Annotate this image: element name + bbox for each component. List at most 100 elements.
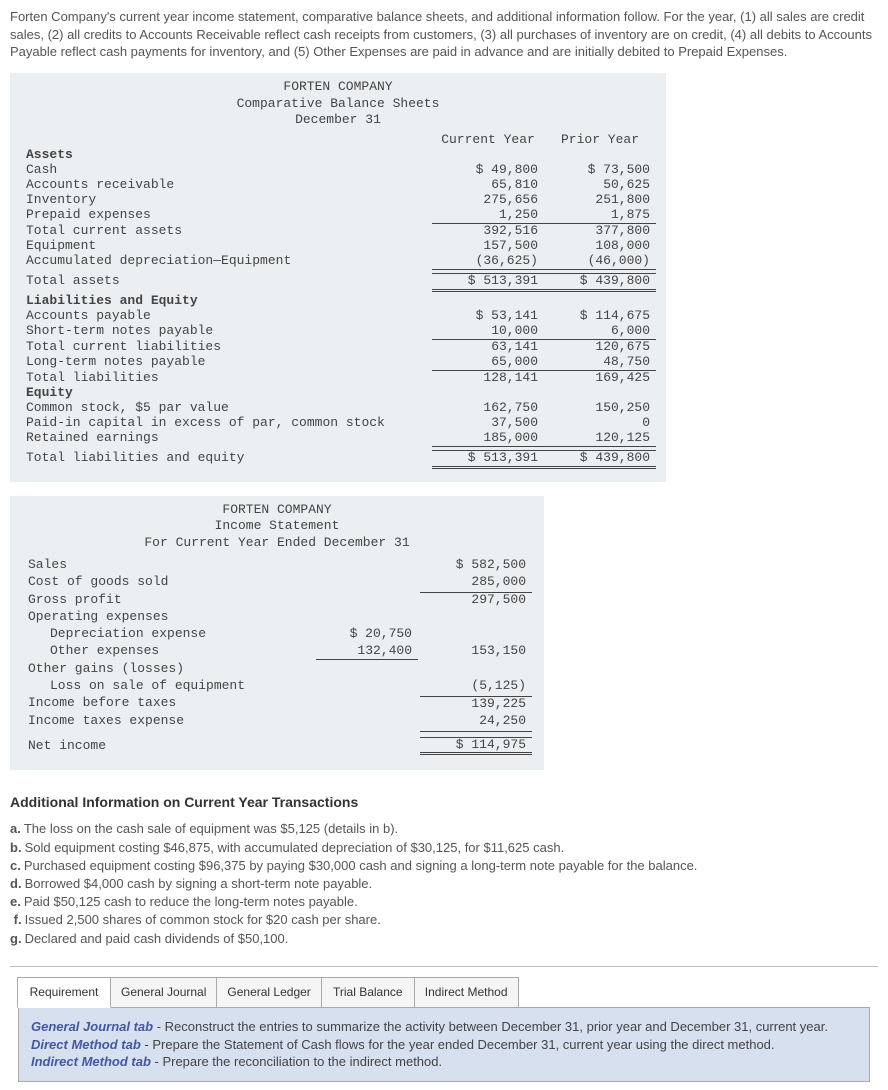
row-label: Loss on sale of equipment <box>22 679 314 694</box>
row-value: 150,250 <box>544 401 656 416</box>
item-text: Sold equipment costing $46,875, with acc… <box>25 840 565 855</box>
equity-header: Equity <box>20 386 432 401</box>
row-label: Paid-in capital in excess of par, common… <box>20 416 432 431</box>
row-value: 169,425 <box>544 370 656 385</box>
assets-header: Assets <box>20 148 432 163</box>
row-label: Total current assets <box>20 223 432 238</box>
tab-trial-balance[interactable]: Trial Balance <box>321 977 415 1008</box>
row-value: 132,400 <box>316 644 418 660</box>
row-value: 120,675 <box>544 340 656 355</box>
tab-general-journal[interactable]: General Journal <box>110 977 217 1008</box>
row-value: 285,000 <box>420 575 532 590</box>
row-label: Cash <box>20 163 432 178</box>
list-item: c.Purchased equipment costing $96,375 by… <box>10 857 878 875</box>
tab-requirement[interactable]: Requirement <box>17 977 111 1008</box>
row-label: Gross profit <box>22 592 314 608</box>
instruction-text: - Prepare the Statement of Cash flows fo… <box>141 1037 775 1052</box>
row-label: Total liabilities <box>20 370 432 385</box>
row-value: $ 73,500 <box>544 163 656 178</box>
row-value: 1,875 <box>544 208 656 223</box>
row-value: $ 439,800 <box>544 273 656 290</box>
row-label: Total current liabilities <box>20 340 432 355</box>
row-value: 128,141 <box>432 370 544 385</box>
row-label: Inventory <box>20 193 432 208</box>
bs-title: Comparative Balance Sheets <box>20 96 656 113</box>
row-label: Prepaid expenses <box>20 208 432 223</box>
row-value: 157,500 <box>432 239 544 254</box>
item-label: g. <box>10 931 25 946</box>
is-company: FORTEN COMPANY <box>20 502 534 519</box>
item-label: a. <box>10 821 24 836</box>
item-label: f. <box>14 912 25 927</box>
liab-equity-header: Liabilities and Equity <box>20 294 432 309</box>
row-value: $ 114,675 <box>544 309 656 324</box>
list-item: f.Issued 2,500 shares of common stock fo… <box>10 911 878 929</box>
instruction-text: - Prepare the reconciliation to the indi… <box>151 1054 442 1069</box>
tab-bar: Requirement General Journal General Ledg… <box>18 977 870 1008</box>
row-value: $ 49,800 <box>432 163 544 178</box>
row-value: (36,625) <box>432 254 544 269</box>
row-value: 153,150 <box>420 644 532 660</box>
row-value: $ 513,391 <box>432 273 544 290</box>
item-label: b. <box>10 840 25 855</box>
additional-info-header: Additional Information on Current Year T… <box>10 794 878 810</box>
row-value: 37,500 <box>432 416 544 431</box>
row-label: Retained earnings <box>20 431 432 446</box>
item-label: c. <box>10 858 24 873</box>
is-period: For Current Year Ended December 31 <box>20 535 534 552</box>
row-label: Sales <box>22 558 314 573</box>
instruction-title: Direct Method tab <box>31 1037 141 1052</box>
row-value: 63,141 <box>432 340 544 355</box>
balance-sheet-table: Current Year Prior Year Assets Cash$ 49,… <box>20 133 656 468</box>
row-label: Income before taxes <box>22 696 314 712</box>
row-label: Net income <box>22 737 314 756</box>
row-label: Cost of goods sold <box>22 575 314 590</box>
row-value: 65,000 <box>432 355 544 370</box>
bs-date: December 31 <box>20 112 656 129</box>
instruction-text: - Reconstruct the entries to summarize t… <box>153 1019 828 1034</box>
additional-info-list: a.The loss on the cash sale of equipment… <box>10 820 878 947</box>
row-value: 1,250 <box>432 208 544 223</box>
col-prior-year: Prior Year <box>544 133 656 148</box>
item-text: Paid $50,125 cash to reduce the long-ter… <box>24 894 358 909</box>
row-value: 377,800 <box>544 223 656 238</box>
is-title: Income Statement <box>20 518 534 535</box>
list-item: b.Sold equipment costing $46,875, with a… <box>10 839 878 857</box>
row-label: Other gains (losses) <box>22 662 314 677</box>
tab-indirect-method[interactable]: Indirect Method <box>414 977 519 1008</box>
row-value: $ 439,800 <box>544 450 656 467</box>
row-value: 392,516 <box>432 223 544 238</box>
row-value: 48,750 <box>544 355 656 370</box>
row-label: Accumulated depreciation—Equipment <box>20 254 432 269</box>
row-value: 185,000 <box>432 431 544 446</box>
bs-company: FORTEN COMPANY <box>20 79 656 96</box>
instruction-title: Indirect Method tab <box>31 1054 151 1069</box>
income-statement-panel: FORTEN COMPANY Income Statement For Curr… <box>10 496 544 771</box>
instruction-title: General Journal tab <box>31 1019 153 1034</box>
row-value: 50,625 <box>544 178 656 193</box>
row-value: 162,750 <box>432 401 544 416</box>
instructions-box: General Journal tab - Reconstruct the en… <box>18 1007 870 1082</box>
list-item: a.The loss on the cash sale of equipment… <box>10 820 878 838</box>
row-label: Accounts receivable <box>20 178 432 193</box>
row-value: 6,000 <box>544 324 656 339</box>
list-item: e.Paid $50,125 cash to reduce the long-t… <box>10 893 878 911</box>
row-value: 275,656 <box>432 193 544 208</box>
item-text: The loss on the cash sale of equipment w… <box>24 821 398 836</box>
list-item: g.Declared and paid cash dividends of $5… <box>10 930 878 948</box>
col-current-year: Current Year <box>432 133 544 148</box>
row-value: $ 513,391 <box>432 450 544 467</box>
item-text: Issued 2,500 shares of common stock for … <box>25 912 381 927</box>
item-label: e. <box>10 894 24 909</box>
tab-general-ledger[interactable]: General Ledger <box>216 977 321 1008</box>
list-item: d.Borrowed $4,000 cash by signing a shor… <box>10 875 878 893</box>
row-value: 108,000 <box>544 239 656 254</box>
row-label: Long-term notes payable <box>20 355 432 370</box>
row-label: Common stock, $5 par value <box>20 401 432 416</box>
row-value: 0 <box>544 416 656 431</box>
row-value: 10,000 <box>432 324 544 339</box>
balance-sheet-panel: FORTEN COMPANY Comparative Balance Sheet… <box>10 73 666 482</box>
row-value: $ 20,750 <box>316 627 418 642</box>
row-value: 251,800 <box>544 193 656 208</box>
row-value: (46,000) <box>544 254 656 269</box>
